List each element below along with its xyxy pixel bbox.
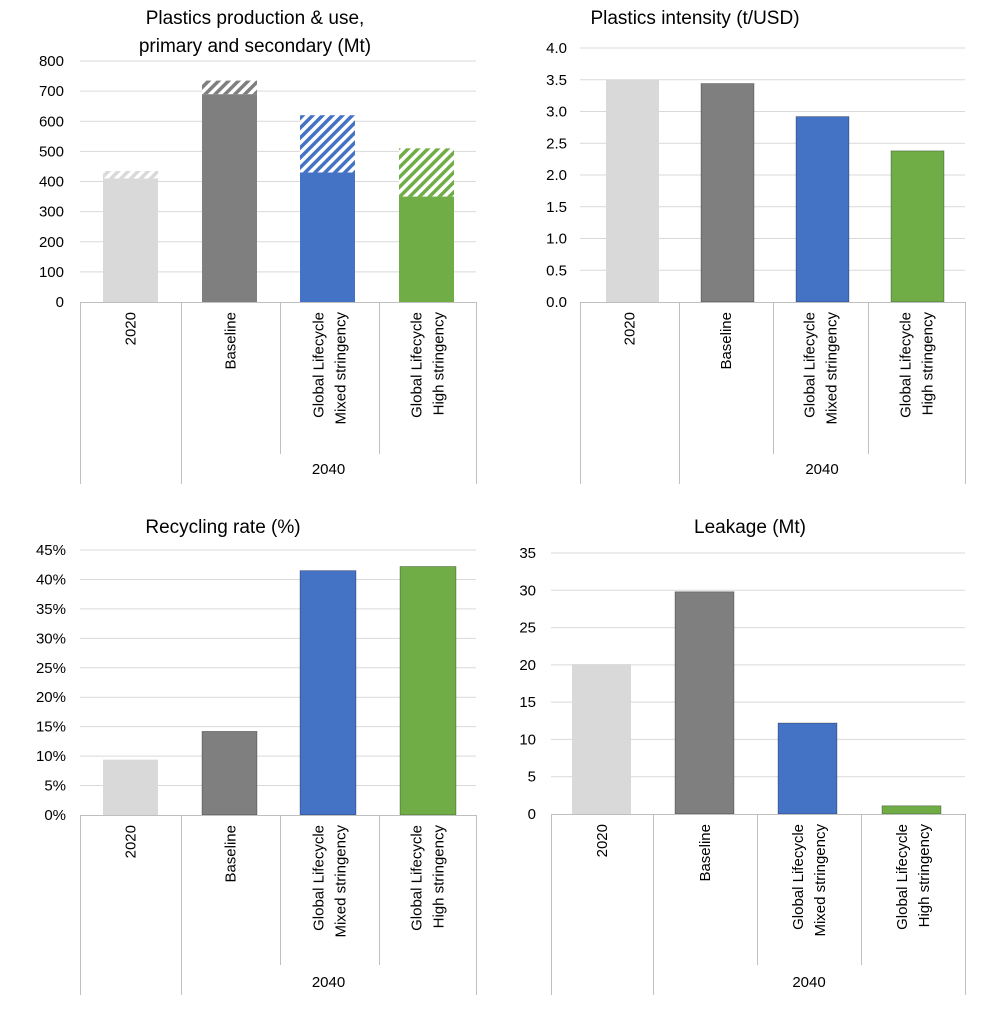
y-tick-label: 25: [519, 620, 536, 637]
x-category-label: Baseline: [697, 824, 714, 882]
y-tick-label: 35%: [36, 601, 66, 618]
bar-3: [777, 722, 838, 815]
y-tick-label: 20: [519, 657, 536, 674]
x-category-label: Mixed stringency: [812, 824, 829, 937]
x-category-label: 2020: [123, 312, 140, 345]
bar-2: [201, 730, 258, 816]
y-tick-label: 0.0: [546, 294, 567, 311]
chart-title: primary and secondary (Mt): [139, 36, 371, 57]
bar-1: [103, 759, 158, 815]
y-tick-label: 0: [56, 294, 64, 311]
y-tick-label: 3.5: [546, 72, 567, 89]
x-group-label: 2040: [805, 461, 838, 478]
x-category-label: Global Lifecycle: [409, 312, 426, 418]
chart-title: Leakage (Mt): [694, 517, 806, 538]
y-tick-label: 2.5: [546, 135, 567, 152]
chart-panel-3: Recycling rate (%) 0% 5% 10% 15% 20% 25% 30% 35%…: [36, 517, 477, 995]
bar-4: [881, 805, 942, 815]
chart-title: Plastics intensity (t/USD): [590, 8, 799, 29]
x-category-label: 2020: [622, 312, 639, 345]
x-category-label: Global Lifecycle: [311, 312, 328, 418]
x-category-label: Mixed stringency: [333, 312, 350, 425]
x-group-label: 2040: [312, 461, 345, 478]
bar-3: [299, 570, 357, 816]
y-tick-label: 200: [39, 234, 64, 251]
bar-primary-3: [300, 172, 355, 302]
bar-secondary-2: [202, 80, 257, 95]
x-category-label: Global Lifecycle: [894, 824, 911, 930]
bar-primary-4: [399, 196, 454, 302]
bar-1: [572, 664, 631, 814]
y-tick-label: 300: [39, 204, 64, 221]
y-tick-label: 1.5: [546, 199, 567, 216]
y-tick-label: 15%: [36, 719, 66, 736]
x-category-label: Global Lifecycle: [311, 825, 328, 931]
bar-1: [606, 79, 659, 302]
bar-secondary-4: [399, 148, 454, 197]
bar-4: [399, 566, 457, 816]
y-tick-label: 0%: [44, 807, 66, 824]
bar-4: [890, 150, 945, 303]
chart-panel-2: Plastics intensity (t/USD) 0.0 0.5 1.0 1.5 2.…: [546, 8, 966, 484]
chart-title: Plastics production & use,: [146, 8, 365, 29]
y-tick-label: 10: [519, 731, 536, 748]
bar-2: [674, 591, 735, 815]
x-category-label: High stringency: [431, 312, 448, 416]
y-tick-label: 600: [39, 113, 64, 130]
y-tick-label: 100: [39, 264, 64, 281]
y-tick-label: 25%: [36, 660, 66, 677]
x-category-label: High stringency: [916, 824, 933, 928]
x-category-label: Global Lifecycle: [802, 312, 819, 418]
x-category-label: Mixed stringency: [333, 825, 350, 938]
y-tick-label: 700: [39, 83, 64, 100]
x-category-label: 2020: [123, 825, 140, 858]
x-category-label: Baseline: [223, 312, 240, 370]
y-tick-label: 0: [528, 806, 536, 823]
chart-panel-4: Leakage (Mt) 0 5 10 15 20 25 30 35 2020 Baseline Gl…: [519, 517, 966, 995]
bar-2: [700, 83, 755, 303]
bar-secondary-3: [300, 115, 355, 173]
y-tick-label: 30%: [36, 630, 66, 647]
y-tick-label: 45%: [36, 542, 66, 559]
y-tick-label: 3.0: [546, 104, 567, 121]
y-tick-label: 30: [519, 582, 536, 599]
y-tick-label: 0.5: [546, 262, 567, 279]
y-tick-label: 15: [519, 694, 536, 711]
y-tick-label: 1.0: [546, 231, 567, 248]
x-category-label: High stringency: [920, 312, 937, 416]
bar-primary-1: [103, 178, 158, 302]
y-tick-label: 5%: [44, 778, 66, 795]
chart-title: Recycling rate (%): [145, 517, 300, 538]
y-tick-label: 20%: [36, 689, 66, 706]
y-tick-label: 800: [39, 53, 64, 70]
bar-3: [795, 116, 850, 303]
x-category-label: Global Lifecycle: [790, 824, 807, 930]
y-tick-label: 400: [39, 174, 64, 191]
y-tick-label: 2.0: [546, 167, 567, 184]
bar-primary-2: [202, 94, 257, 302]
y-tick-label: 40%: [36, 571, 66, 588]
x-category-label: Global Lifecycle: [898, 312, 915, 418]
bar-secondary-1: [103, 170, 158, 179]
y-tick-label: 35: [519, 545, 536, 562]
y-tick-label: 4.0: [546, 40, 567, 57]
x-category-label: Baseline: [223, 825, 240, 883]
y-tick-label: 500: [39, 143, 64, 160]
x-category-label: Baseline: [718, 312, 735, 370]
x-category-label: Mixed stringency: [824, 312, 841, 425]
y-tick-label: 5: [528, 769, 536, 786]
x-category-label: Global Lifecycle: [409, 825, 426, 931]
x-category-label: 2020: [594, 824, 611, 857]
x-group-label: 2040: [312, 974, 345, 991]
y-tick-label: 10%: [36, 748, 66, 765]
chart-panel-1: Plastics production & use, primary and se…: [39, 8, 477, 484]
x-group-label: 2040: [792, 974, 825, 991]
x-category-label: High stringency: [431, 825, 448, 929]
